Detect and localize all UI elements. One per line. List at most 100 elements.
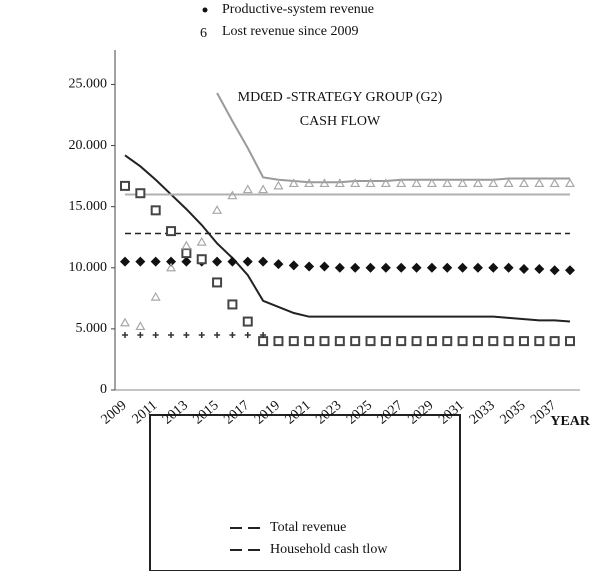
square-marker bbox=[304, 336, 315, 347]
diamond-marker bbox=[212, 256, 223, 267]
x-tick-label: 2033 bbox=[467, 398, 498, 427]
diamond-marker bbox=[288, 260, 299, 271]
triangle-marker bbox=[365, 178, 376, 188]
triangle-marker bbox=[396, 178, 407, 188]
diamond-marker bbox=[334, 262, 345, 273]
square-marker bbox=[565, 336, 575, 347]
top-legend-label: Productive-system revenue bbox=[222, 2, 374, 17]
plus-marker bbox=[168, 332, 175, 338]
x-tick-label: 2013 bbox=[160, 398, 191, 427]
chart-title: MDŒD -STRATEGY GROUP (G2) bbox=[238, 90, 443, 105]
chart-subtitle: CASH FLOW bbox=[300, 114, 381, 129]
triangle-marker bbox=[319, 178, 330, 188]
x-tick-label: 2019 bbox=[252, 398, 283, 427]
diamond-marker bbox=[258, 256, 269, 267]
diamond-marker bbox=[472, 262, 483, 273]
diamond-marker bbox=[304, 261, 315, 272]
diamond-marker bbox=[534, 264, 545, 274]
diamond-marker bbox=[273, 259, 284, 270]
diamond-marker bbox=[411, 262, 422, 273]
triangle-marker bbox=[273, 180, 284, 190]
triangle-marker bbox=[196, 236, 207, 246]
square-marker bbox=[227, 299, 238, 310]
plus-marker bbox=[260, 332, 267, 338]
triangle-marker bbox=[442, 178, 453, 188]
triangle-marker bbox=[181, 240, 192, 250]
plus-marker bbox=[137, 332, 144, 338]
triangle-marker bbox=[334, 178, 345, 188]
x-tick-label: 2027 bbox=[375, 398, 406, 427]
x-tick-label: 2021 bbox=[283, 398, 314, 427]
square-marker bbox=[166, 226, 177, 237]
triangle-marker bbox=[227, 190, 238, 200]
triangle-marker bbox=[457, 178, 468, 188]
legend-label: Total revenue bbox=[270, 520, 346, 535]
x-tick-label: 2023 bbox=[313, 398, 344, 427]
square-marker bbox=[196, 254, 207, 265]
triangle-marker bbox=[518, 178, 529, 188]
triangle-marker bbox=[564, 178, 576, 188]
square-marker bbox=[319, 336, 330, 347]
square-marker bbox=[120, 180, 130, 191]
y-tick-label: 10.000 bbox=[69, 260, 108, 275]
triangle-marker bbox=[212, 205, 223, 214]
x-tick-label: 2009 bbox=[99, 398, 130, 427]
square-marker bbox=[442, 336, 453, 347]
square-marker bbox=[380, 336, 391, 347]
triangle-marker bbox=[304, 178, 315, 188]
square-marker bbox=[396, 336, 407, 347]
triangle-marker bbox=[380, 178, 391, 188]
square-marker bbox=[212, 277, 223, 288]
y-tick-label: 5.000 bbox=[76, 321, 108, 336]
square-marker bbox=[488, 336, 499, 347]
triangle-marker bbox=[426, 178, 437, 188]
x-tick-label: 2031 bbox=[436, 398, 467, 427]
square-marker bbox=[411, 336, 422, 347]
plus-marker bbox=[122, 332, 128, 338]
triangle-marker bbox=[166, 262, 177, 272]
square-marker bbox=[472, 336, 483, 347]
triangle-marker bbox=[534, 178, 545, 188]
diamond-marker bbox=[150, 256, 161, 267]
x-tick-label: 2029 bbox=[405, 398, 436, 427]
diamond-marker bbox=[442, 262, 453, 273]
triangle-marker bbox=[288, 178, 299, 188]
diamond-marker bbox=[166, 256, 177, 267]
diamond-marker bbox=[120, 256, 130, 267]
diamond-marker bbox=[488, 262, 499, 273]
x-tick-label: 2015 bbox=[191, 398, 222, 427]
triangle-marker bbox=[411, 178, 422, 188]
diamond-marker bbox=[227, 256, 238, 267]
square-marker bbox=[549, 336, 560, 347]
series-line bbox=[124, 154, 571, 323]
y-tick-label: 20.000 bbox=[69, 138, 108, 153]
plus-marker bbox=[198, 332, 205, 338]
diamond-marker bbox=[350, 262, 361, 273]
triangle-marker bbox=[135, 321, 146, 331]
square-marker bbox=[242, 316, 253, 327]
plus-marker bbox=[214, 332, 221, 338]
square-marker bbox=[135, 188, 146, 199]
x-tick-label: 2011 bbox=[130, 398, 161, 427]
plus-marker bbox=[183, 332, 190, 338]
legend-marker: 6 bbox=[200, 26, 207, 41]
triangle-marker bbox=[242, 184, 253, 194]
square-marker bbox=[350, 336, 361, 347]
diamond-marker bbox=[503, 262, 514, 273]
legend-label: Household cash tlow bbox=[270, 542, 388, 557]
diamond-marker bbox=[457, 262, 468, 273]
diamond-marker bbox=[135, 256, 146, 267]
square-marker bbox=[334, 336, 345, 347]
triangle-marker bbox=[503, 178, 514, 188]
square-marker bbox=[288, 336, 299, 347]
triangle-marker bbox=[488, 178, 499, 188]
legend-bullet bbox=[202, 7, 208, 13]
square-marker bbox=[258, 336, 269, 347]
diamond-marker bbox=[380, 262, 391, 273]
triangle-marker bbox=[150, 291, 161, 301]
square-marker bbox=[534, 336, 545, 347]
diamond-marker bbox=[396, 262, 407, 273]
diamond-marker bbox=[565, 265, 575, 276]
diamond-marker bbox=[365, 262, 376, 273]
